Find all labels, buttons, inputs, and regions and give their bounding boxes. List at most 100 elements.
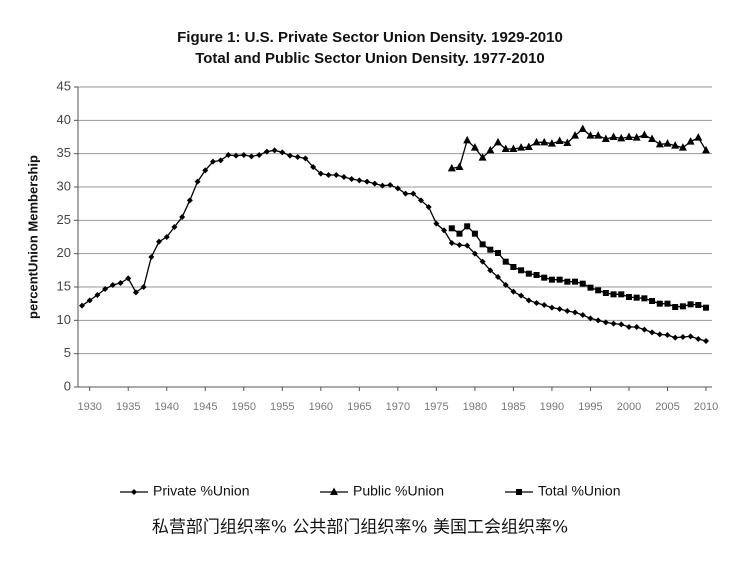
marker [364,178,371,185]
marker [624,132,633,140]
marker [648,134,657,142]
x-tick-label: 2000 [617,401,641,413]
marker [587,284,594,291]
y-tick-label: 0 [64,378,71,393]
marker [402,190,409,197]
marker [464,242,471,249]
legend-marker [516,489,522,495]
marker [571,131,580,139]
marker [663,139,672,147]
marker [672,334,679,341]
marker [410,190,417,197]
legend-marker [131,489,137,495]
marker [217,157,224,164]
x-tick-label: 1950 [232,401,256,413]
marker [102,286,109,292]
marker [541,302,548,308]
marker [578,124,587,132]
marker [425,204,432,210]
legend-label: Public %Union [353,483,444,499]
marker [310,164,317,170]
marker [586,131,595,139]
marker [387,182,394,188]
marker [664,300,671,307]
x-tick-label: 1930 [77,401,101,413]
marker [547,139,556,147]
marker [371,180,378,187]
marker [601,134,610,142]
marker [595,287,602,294]
marker [501,144,510,152]
marker [579,280,586,287]
marker [495,274,501,280]
marker [279,149,286,156]
marker [109,282,116,288]
marker [572,309,579,316]
marker [478,153,487,161]
marker [447,163,456,172]
marker [632,133,641,141]
y-tick-label: 40 [57,112,71,127]
marker [356,177,363,184]
marker [463,135,472,144]
marker [679,303,686,310]
marker [694,133,703,141]
marker [479,258,486,265]
marker [502,282,509,288]
marker [470,143,479,151]
y-axis-label: percentUnion Membership [25,155,40,319]
marker [225,152,232,158]
marker [194,178,201,185]
marker [633,294,640,301]
x-tick-label: 1960 [309,401,333,413]
marker [317,170,324,177]
marker [140,284,147,290]
marker [294,154,301,160]
marker [656,300,663,307]
marker [456,242,463,248]
y-tick-label: 25 [57,212,71,227]
marker [86,297,93,304]
x-tick-label: 1990 [540,401,564,413]
marker [455,162,464,170]
marker [394,185,401,192]
marker [572,278,579,285]
y-tick-label: 5 [64,345,71,360]
marker [517,143,526,151]
x-tick-label: 1980 [463,401,487,413]
marker [263,148,270,155]
chart-subtitle: Total and Public Sector Union Density. 1… [195,50,545,67]
marker [540,137,549,146]
marker [564,278,571,285]
series-line [451,225,707,309]
marker [79,302,85,309]
marker [340,174,347,180]
marker [641,326,648,333]
marker [94,292,101,298]
marker [448,240,455,246]
y-tick-label: 10 [57,312,71,327]
x-tick-label: 1945 [193,401,217,413]
marker [695,336,702,342]
marker [524,142,533,150]
marker [556,276,563,283]
marker [649,298,656,304]
marker [602,319,609,326]
marker [625,324,632,330]
x-tick-label: 1995 [578,401,602,413]
marker [348,176,355,182]
x-tick-label: 1970 [386,401,410,413]
marker [486,145,495,154]
marker [202,167,209,174]
marker [148,254,155,260]
marker [471,230,478,237]
marker [248,153,255,160]
marker [518,267,525,274]
marker [525,270,532,277]
marker [379,182,386,189]
marker [679,334,686,340]
marker [441,227,448,234]
marker [595,317,602,324]
